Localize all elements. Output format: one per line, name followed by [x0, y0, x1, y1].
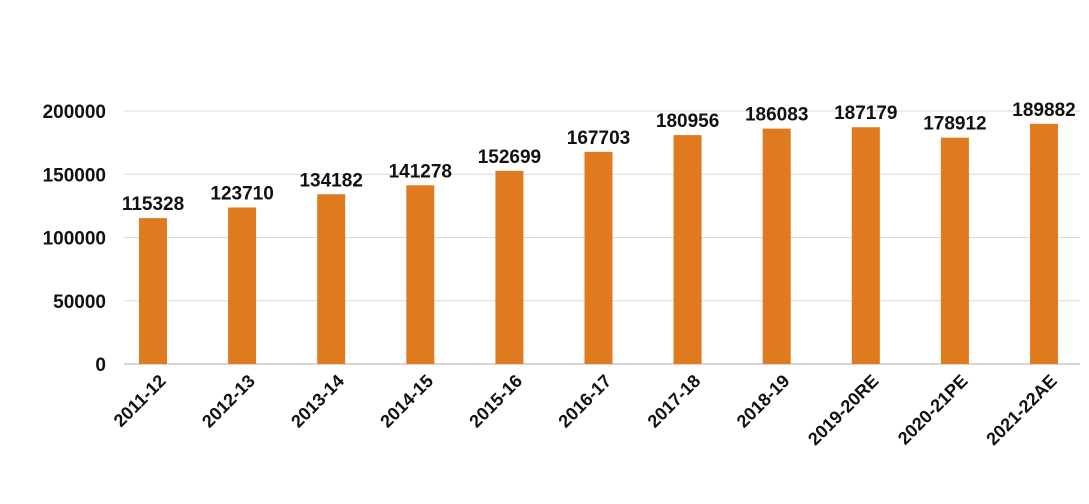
bar: [762, 128, 791, 364]
x-axis-category-labels: 2011-12 2012-13 2013-14 2014-15 2015-16 2016-…: [110, 371, 1061, 450]
bar-data-label: 141278: [389, 161, 452, 182]
x-category-label: 2012-13: [198, 371, 259, 432]
x-category-label: 2013-14: [287, 371, 348, 432]
bar: [228, 207, 257, 364]
x-category-label: 2017-18: [644, 371, 705, 432]
bar-data-label: 180956: [656, 111, 719, 132]
bar: [317, 194, 346, 364]
bar: [139, 218, 167, 364]
bar: [406, 185, 435, 364]
bar: [940, 137, 969, 364]
bar: [495, 170, 524, 364]
y-axis-tick-labels: 0 50000 100000 150000 200000: [43, 102, 106, 376]
bar: [584, 151, 613, 364]
bar-data-label: 189882: [1012, 100, 1075, 121]
x-category-label: 2014-15: [376, 371, 437, 432]
x-category-label: 2011-12: [110, 371, 170, 431]
bar-data-label: 186083: [745, 105, 808, 126]
bar-data-label: 178912: [923, 114, 986, 135]
x-category-label: 2019-20RE: [804, 371, 883, 450]
y-tick-label: 100000: [43, 229, 106, 250]
bar-data-label: 167703: [567, 128, 630, 149]
y-tick-label: 150000: [43, 165, 106, 186]
bar-data-label: 152699: [478, 147, 541, 168]
y-tick-label: 200000: [43, 102, 106, 123]
x-category-label: 2015-16: [465, 371, 526, 432]
bars: [139, 123, 1058, 364]
bar-data-label: 134182: [299, 170, 362, 191]
bar-data-label: 115328: [122, 194, 184, 215]
x-category-label: 2018-19: [733, 371, 794, 432]
bar-data-label: 123710: [210, 184, 273, 205]
x-category-label: 2020-21PE: [894, 371, 972, 449]
x-category-label: 2016-17: [554, 371, 615, 432]
bar: [673, 135, 702, 364]
y-tick-label: 50000: [53, 292, 106, 313]
bar: [1030, 123, 1058, 364]
x-category-label: 2021-22AE: [982, 371, 1061, 450]
data-labels: 115328 123710 134182 141278 152699 167703 1809…: [122, 100, 1076, 215]
y-tick-label: 0: [95, 355, 106, 376]
bar: [851, 127, 880, 364]
bar-data-label: 187179: [834, 103, 897, 124]
